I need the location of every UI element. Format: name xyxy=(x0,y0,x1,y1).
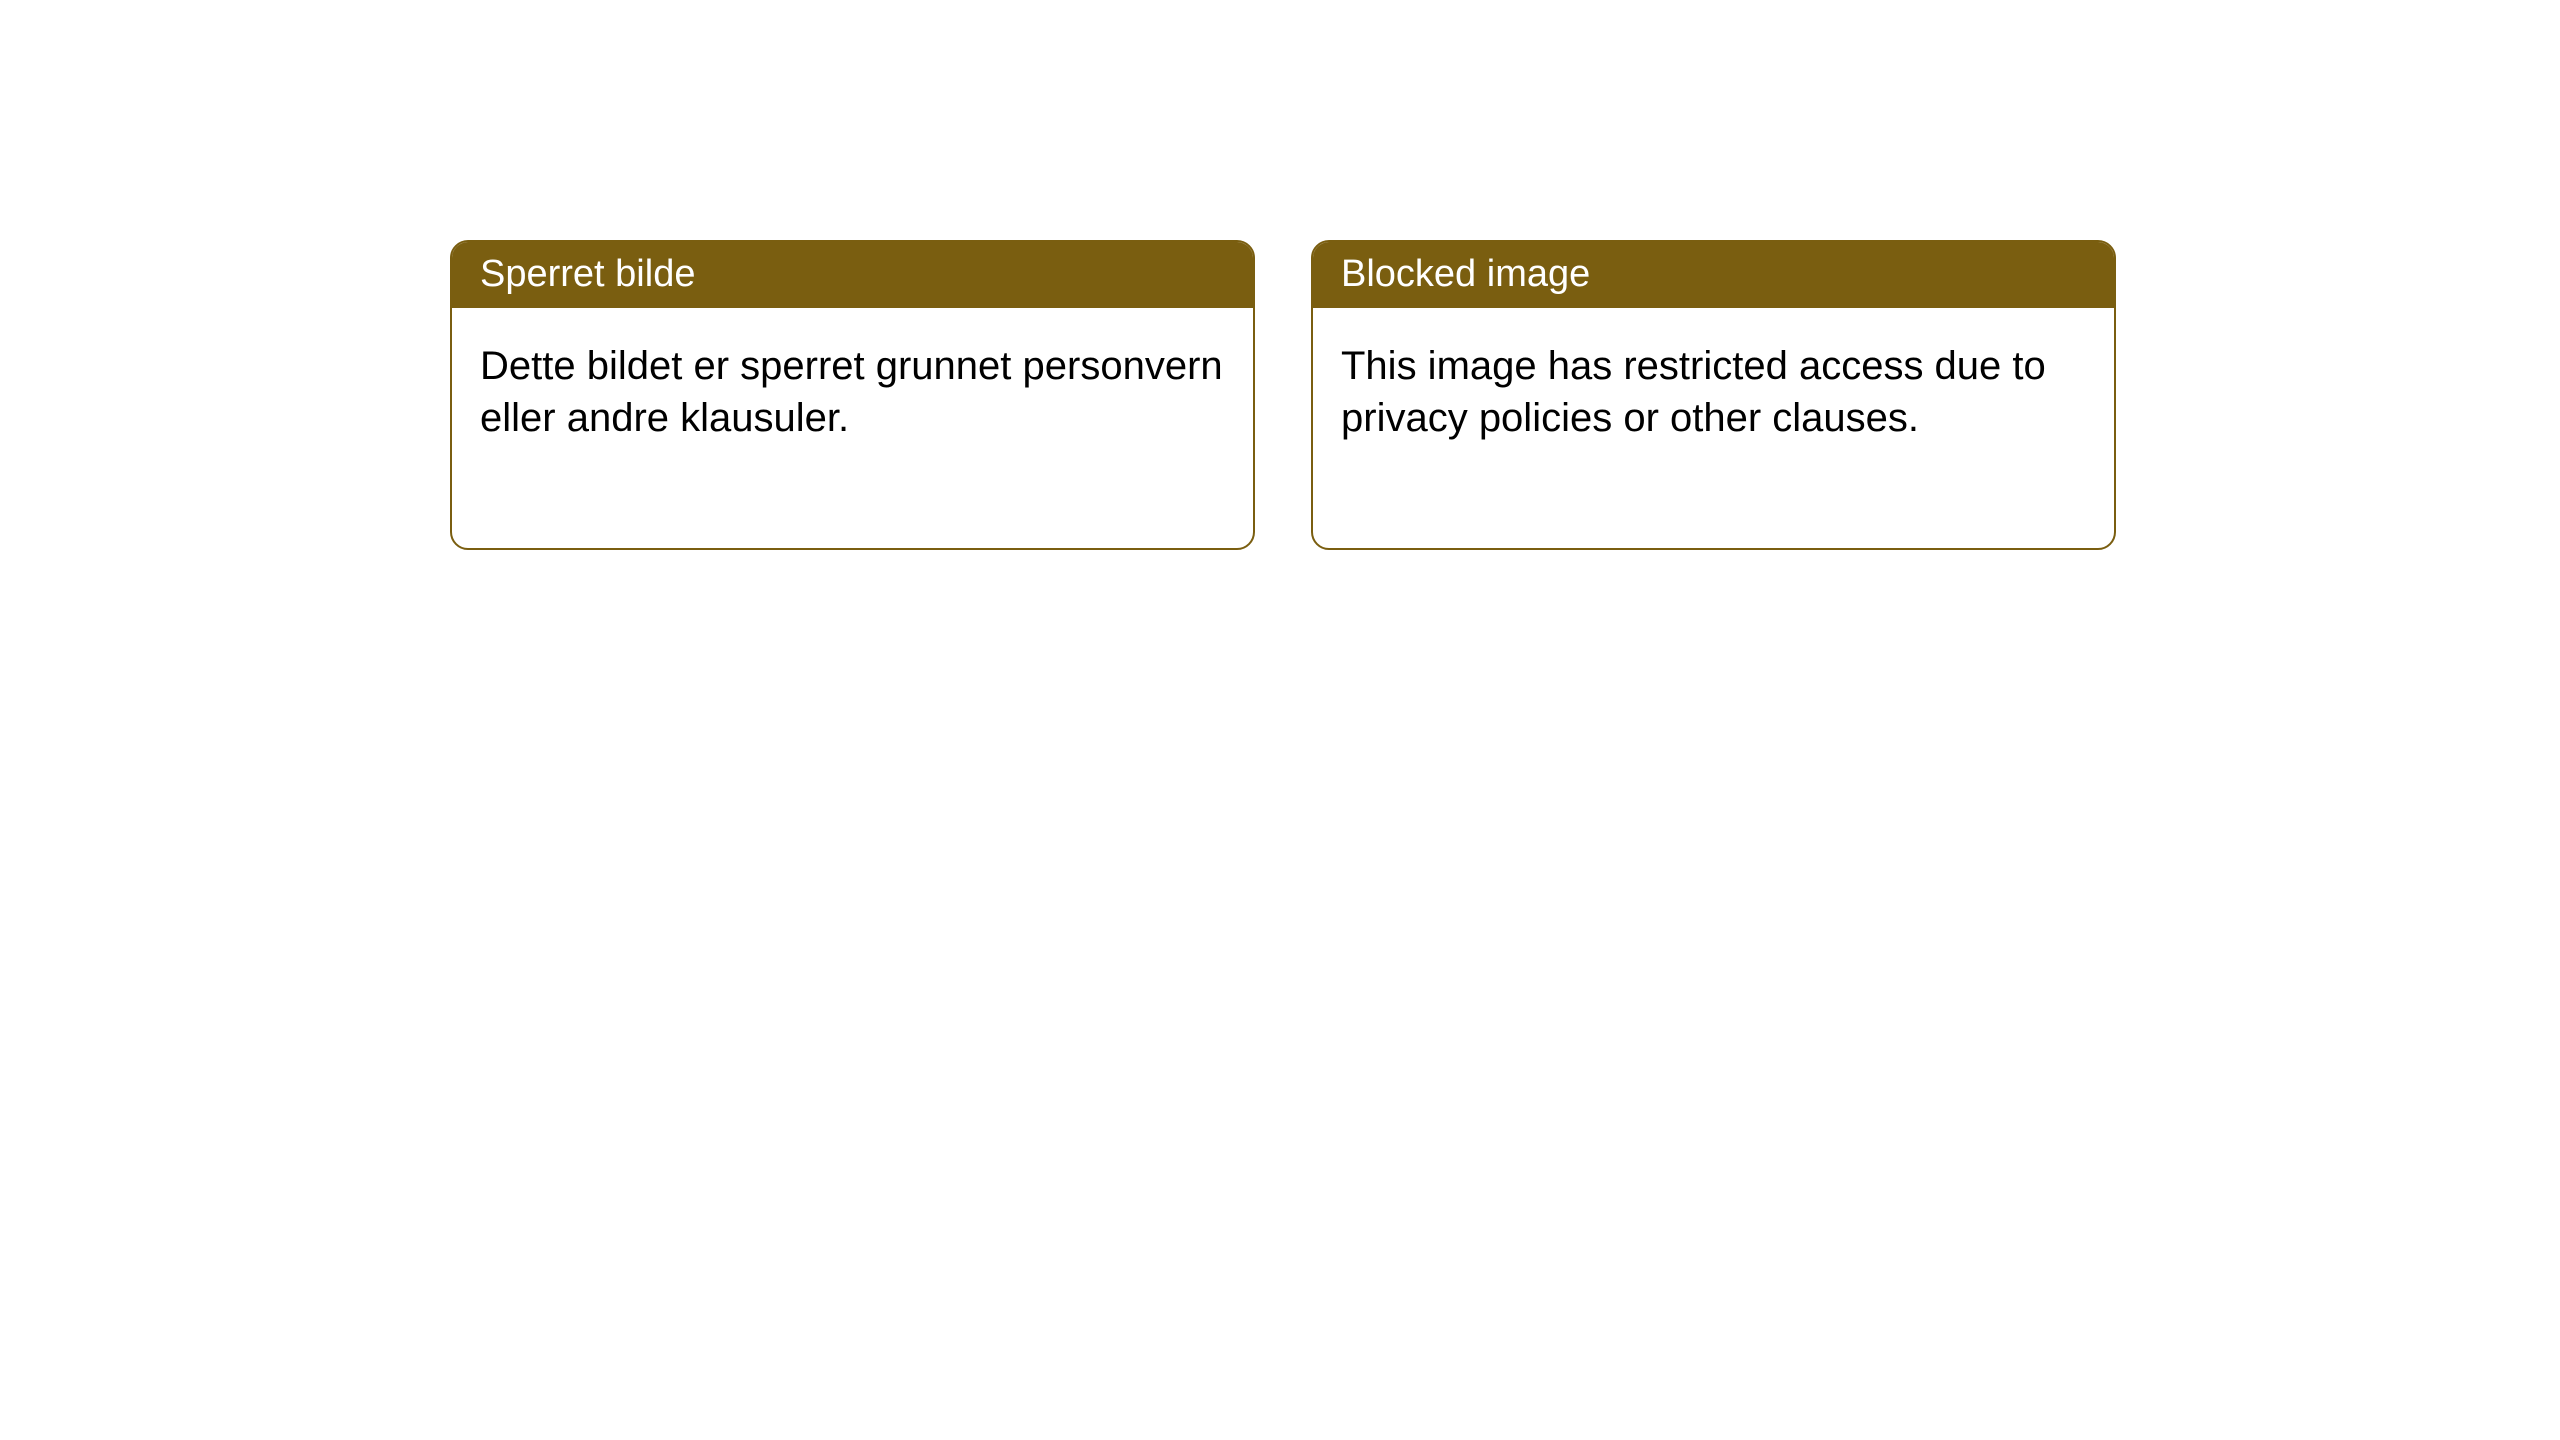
notice-card-en: Blocked image This image has restricted … xyxy=(1311,240,2116,550)
notice-title: Sperret bilde xyxy=(480,253,695,295)
notice-body-text: Dette bildet er sperret grunnet personve… xyxy=(480,344,1223,440)
notice-header: Blocked image xyxy=(1313,242,2114,308)
notice-body: Dette bildet er sperret grunnet personve… xyxy=(452,308,1253,548)
notice-container: Sperret bilde Dette bildet er sperret gr… xyxy=(450,240,2116,550)
notice-header: Sperret bilde xyxy=(452,242,1253,308)
notice-body: This image has restricted access due to … xyxy=(1313,308,2114,548)
notice-card-no: Sperret bilde Dette bildet er sperret gr… xyxy=(450,240,1255,550)
notice-title: Blocked image xyxy=(1341,253,1590,295)
notice-body-text: This image has restricted access due to … xyxy=(1341,344,2046,440)
